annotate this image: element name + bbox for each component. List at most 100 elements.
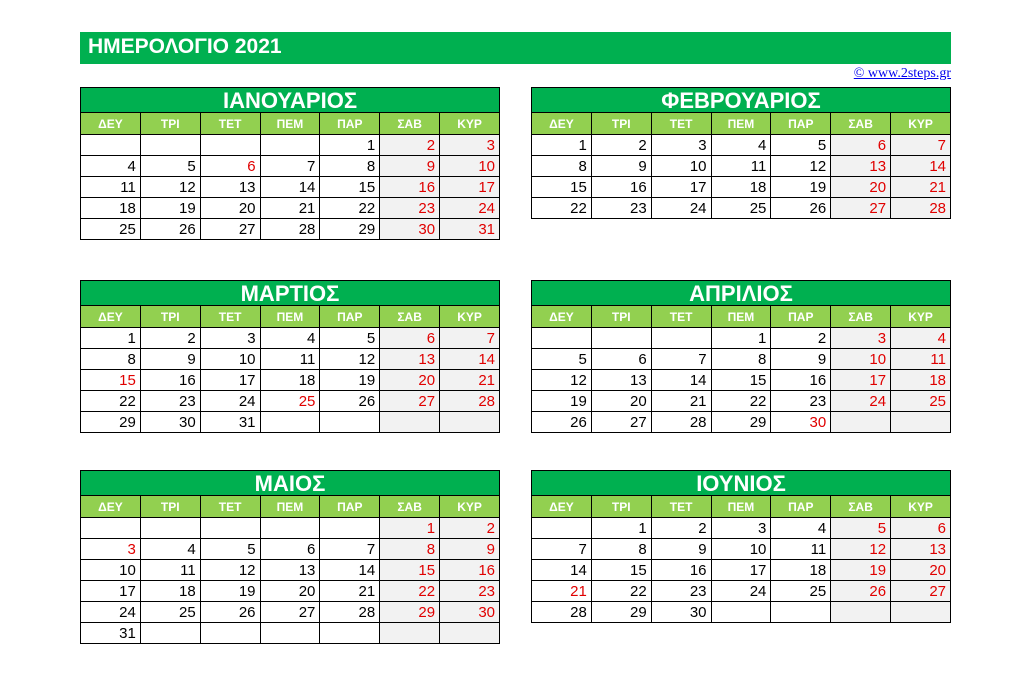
day-cell: 31 (439, 218, 500, 240)
day-cell: 22 (531, 197, 592, 219)
day-cell: 19 (199, 580, 261, 602)
day-cell: 21 (890, 176, 951, 198)
weekday-header: ΠΑΡ (770, 495, 832, 518)
day-cell: 13 (199, 176, 261, 198)
day-cell: 30 (139, 411, 201, 433)
weekday-header: ΚΥΡ (439, 112, 500, 135)
day-cell: 20 (259, 580, 321, 602)
day-cell: 21 (259, 197, 321, 219)
weekday-header: ΚΥΡ (890, 112, 951, 135)
day-cell (259, 411, 321, 433)
day-cell (439, 622, 500, 644)
day-cell: 25 (770, 580, 832, 602)
day-cell: 2 (439, 517, 500, 539)
day-cell: 13 (590, 369, 652, 391)
day-cell: 7 (259, 155, 321, 177)
day-cell: 12 (199, 559, 261, 581)
day-cell: 31 (199, 411, 261, 433)
day-cell: 29 (710, 411, 772, 433)
day-cell (199, 622, 261, 644)
day-cell (199, 134, 261, 156)
weekday-header: ΠΑΡ (770, 305, 832, 328)
day-cell: 11 (770, 538, 832, 560)
day-cell (531, 327, 592, 349)
weekday-header: ΣΑΒ (379, 112, 441, 135)
week-row: 4 5 6 7 8 9 10 (80, 155, 500, 177)
day-cell (710, 601, 772, 623)
day-cell: 5 (139, 155, 201, 177)
day-cell: 14 (439, 348, 500, 370)
day-cell (80, 134, 141, 156)
day-cell: 25 (139, 601, 201, 623)
day-cell (259, 517, 321, 539)
day-cell: 9 (650, 538, 712, 560)
day-cell: 17 (830, 369, 892, 391)
weekday-header: ΠΑΡ (319, 305, 381, 328)
weekday-header: ΠΑΡ (319, 495, 381, 518)
day-cell: 20 (379, 369, 441, 391)
day-cell: 8 (319, 155, 381, 177)
day-cell: 18 (259, 369, 321, 391)
day-cell: 25 (890, 390, 951, 412)
day-cell: 18 (890, 369, 951, 391)
day-cell: 18 (80, 197, 141, 219)
day-cell: 12 (139, 176, 201, 198)
day-cell: 30 (379, 218, 441, 240)
week-row: 8 9 10 11 12 13 14 (80, 348, 500, 370)
day-cell: 17 (80, 580, 141, 602)
weekday-header: ΤΡΙ (590, 305, 652, 328)
day-cell: 15 (531, 176, 592, 198)
day-cell: 20 (830, 176, 892, 198)
weekday-header: ΣΑΒ (379, 495, 441, 518)
week-row: 24 25 26 27 28 29 30 (80, 601, 500, 623)
credit-link[interactable]: © www.2steps.gr (853, 66, 951, 81)
week-row: 21 22 23 24 25 26 27 (531, 580, 951, 602)
day-cell: 11 (139, 559, 201, 581)
day-cell: 26 (139, 218, 201, 240)
day-cell (770, 601, 832, 623)
day-cell (890, 601, 951, 623)
day-cell: 15 (710, 369, 772, 391)
weekday-header: ΣΑΒ (830, 112, 892, 135)
day-cell: 1 (319, 134, 381, 156)
day-cell: 22 (80, 390, 141, 412)
week-row: 10 11 12 13 14 15 16 (80, 559, 500, 581)
month-table: ΔΕΥ ΤΡΙ ΤΕΤ ΠΕΜ ΠΑΡ ΣΑΒ ΚΥΡ 1 2 3 4 5 6 7 8 9 10 11 12 13 14… (80, 495, 500, 644)
day-cell: 6 (890, 517, 951, 539)
day-cell: 11 (890, 348, 951, 370)
day-cell: 6 (199, 155, 261, 177)
day-cell: 30 (770, 411, 832, 433)
week-row: 14 15 16 17 18 19 20 (531, 559, 951, 581)
day-cell: 6 (830, 134, 892, 156)
day-cell: 30 (439, 601, 500, 623)
day-cell: 24 (650, 197, 712, 219)
day-cell: 7 (439, 327, 500, 349)
day-cell: 7 (890, 134, 951, 156)
day-cell: 26 (770, 197, 832, 219)
month-title: ΙΑΝΟΥΑΡΙΟΣ (80, 87, 500, 113)
day-cell: 8 (590, 538, 652, 560)
day-cell: 28 (259, 218, 321, 240)
month-table: ΔΕΥ ΤΡΙ ΤΕΤ ΠΕΜ ΠΑΡ ΣΑΒ ΚΥΡ 1 2 3 4 5 6 7 8 9 10 11 12 13 14… (80, 112, 500, 240)
weekday-header: ΔΕΥ (80, 112, 141, 135)
day-cell: 28 (650, 411, 712, 433)
day-cell: 5 (830, 517, 892, 539)
day-cell: 19 (319, 369, 381, 391)
title-bar: ΗΜΕΡΟΛΟΓΙΟ 2021 (80, 32, 951, 64)
day-cell (319, 622, 381, 644)
day-cell: 6 (379, 327, 441, 349)
week-row: 29 30 31 (80, 411, 500, 433)
day-cell: 13 (830, 155, 892, 177)
day-cell: 27 (590, 411, 652, 433)
day-cell: 10 (710, 538, 772, 560)
week-row: 25 26 27 28 29 30 31 (80, 218, 500, 240)
weekday-header: ΠΕΜ (710, 112, 772, 135)
day-cell: 7 (650, 348, 712, 370)
day-cell: 10 (199, 348, 261, 370)
day-cell: 9 (139, 348, 201, 370)
day-cell: 16 (770, 369, 832, 391)
